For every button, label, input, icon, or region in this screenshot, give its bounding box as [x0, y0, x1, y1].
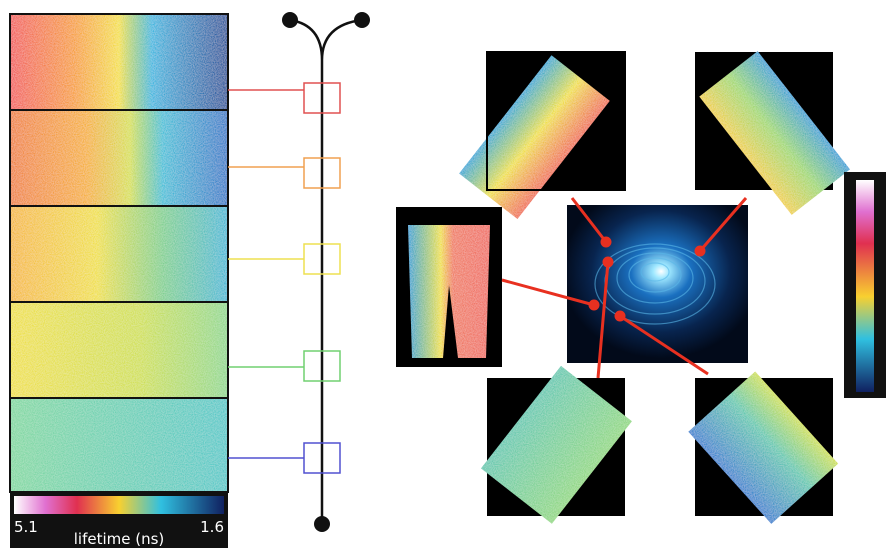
colorbar-title: lifetime (ns) — [74, 530, 165, 548]
strip — [10, 206, 228, 302]
fiber-schematic — [228, 12, 370, 532]
figure: 5.1 lifetime (ns) 1.6 — [0, 0, 886, 548]
strip — [10, 14, 228, 110]
lifetime-strips — [10, 14, 228, 492]
strip — [10, 302, 228, 398]
sample-images — [396, 51, 886, 524]
colorbar-min: 1.6 — [200, 518, 224, 536]
colorbar-max: 5.1 — [14, 518, 38, 536]
strip — [10, 398, 228, 492]
colorbar — [14, 496, 224, 514]
strip — [10, 110, 228, 206]
